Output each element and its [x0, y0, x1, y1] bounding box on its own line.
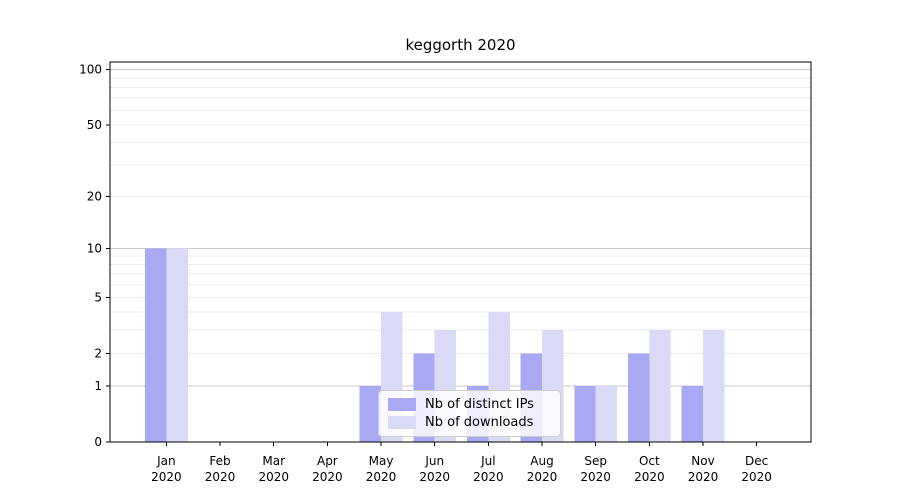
x-tick-label-month: May [369, 454, 394, 468]
x-tick-label-month: Sep [584, 454, 607, 468]
y-tick-label: 100 [79, 63, 102, 77]
bar-downloads-Nov [703, 330, 725, 442]
x-tick-label-year: 2020 [527, 470, 558, 484]
x-tick-label-year: 2020 [205, 470, 236, 484]
chart-title: keggorth 2020 [405, 36, 516, 54]
legend-label-distinct-ips: Nb of distinct IPs [425, 396, 534, 412]
y-tick-label: 20 [87, 189, 102, 203]
x-tick-label-year: 2020 [688, 470, 719, 484]
x-tick-label-month: Jun [424, 454, 444, 468]
x-tick-label-year: 2020 [580, 470, 611, 484]
x-tick-label-year: 2020 [741, 470, 772, 484]
bar-distinct-ips-Sep [574, 386, 596, 442]
bar-downloads-Oct [649, 330, 671, 442]
x-tick-label-month: Jan [156, 454, 176, 468]
bar-downloads-Jan [166, 248, 188, 442]
bar-distinct-ips-May [359, 386, 382, 442]
x-tick-label-year: 2020 [312, 470, 343, 484]
x-tick-label-year: 2020 [634, 470, 665, 484]
legend-swatch-distinct-ips [388, 397, 416, 411]
x-tick-label-year: 2020 [151, 470, 182, 484]
x-tick-label-month: Aug [530, 454, 553, 468]
legend-label-downloads: Nb of downloads [425, 415, 534, 431]
bar-distinct-ips-Jan [145, 248, 167, 442]
y-tick-label: 5 [94, 290, 102, 304]
x-tick-label-month: Oct [639, 454, 660, 468]
x-tick-label-month: Nov [691, 454, 714, 468]
x-tick-label-year: 2020 [419, 470, 450, 484]
x-tick-label-month: Mar [262, 454, 285, 468]
x-tick-label-month: Dec [745, 454, 768, 468]
y-tick-label: 2 [94, 346, 102, 360]
x-tick-label-month: Apr [317, 454, 338, 468]
legend: Nb of distinct IPs Nb of downloads [378, 390, 561, 437]
x-tick-label-month: Feb [209, 454, 230, 468]
bar-distinct-ips-Nov [681, 386, 703, 442]
legend-swatch-downloads [388, 416, 416, 430]
y-tick-label: 10 [87, 242, 102, 256]
axes-frame [109, 61, 812, 443]
legend-item-downloads: Nb of downloads [388, 415, 551, 430]
y-tick-label: 0 [94, 435, 102, 449]
y-tick-label: 1 [94, 379, 102, 393]
x-tick-label-year: 2020 [366, 470, 397, 484]
x-tick-label-year: 2020 [473, 470, 504, 484]
bar-distinct-ips-Oct [627, 353, 650, 442]
x-tick-label-month: Jul [480, 454, 495, 468]
y-tick-label: 50 [87, 118, 102, 132]
legend-item-distinct-ips: Nb of distinct IPs [388, 397, 551, 412]
x-tick-label-year: 2020 [258, 470, 289, 484]
bar-downloads-Sep [595, 386, 618, 442]
